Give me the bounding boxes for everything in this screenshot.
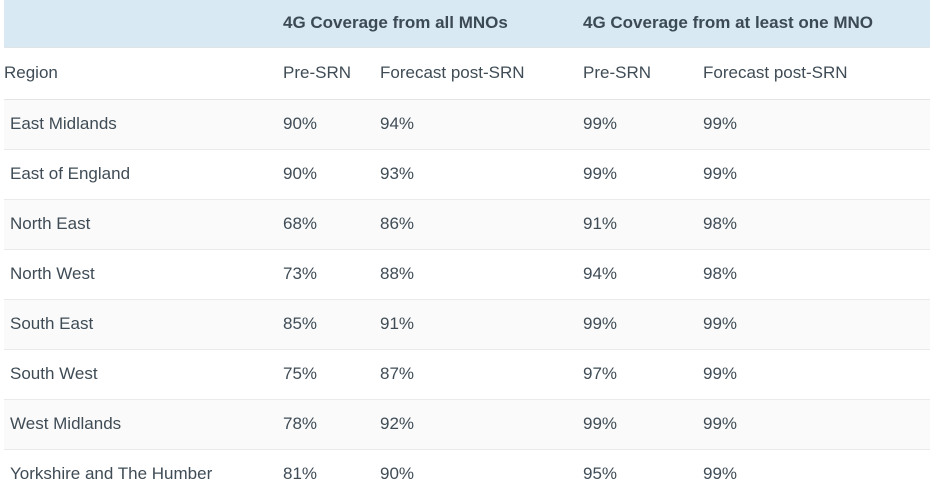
one-mno-post-srn-cell: 99% bbox=[703, 349, 930, 400]
all-mnos-pre-srn-cell: 68% bbox=[283, 199, 380, 250]
table-row: North East 68% 86% 91% 98% bbox=[4, 199, 930, 250]
group-header-row: 4G Coverage from all MNOs 4G Coverage fr… bbox=[4, 0, 930, 48]
column-header-one-post-srn: Forecast post-SRN bbox=[703, 47, 930, 100]
all-mnos-pre-srn-cell: 90% bbox=[283, 99, 380, 150]
table-row: South West 75% 87% 97% 99% bbox=[4, 349, 930, 400]
region-cell: West Midlands bbox=[4, 399, 283, 450]
column-header-one-pre-srn: Pre-SRN bbox=[583, 47, 703, 100]
region-cell: North West bbox=[4, 249, 283, 300]
all-mnos-pre-srn-cell: 78% bbox=[283, 399, 380, 450]
table-row: South East 85% 91% 99% 99% bbox=[4, 299, 930, 350]
region-cell: North East bbox=[4, 199, 283, 250]
one-mno-post-srn-cell: 98% bbox=[703, 199, 930, 250]
column-header-all-pre-srn: Pre-SRN bbox=[283, 47, 380, 100]
column-header-all-post-srn: Forecast post-SRN bbox=[380, 47, 583, 100]
region-cell: South East bbox=[4, 299, 283, 350]
column-header-row: Region Pre-SRN Forecast post-SRN Pre-SRN… bbox=[4, 47, 930, 100]
region-cell: East of England bbox=[4, 149, 283, 200]
all-mnos-post-srn-cell: 94% bbox=[380, 99, 583, 150]
one-mno-pre-srn-cell: 99% bbox=[583, 299, 703, 350]
table-body: East Midlands 90% 94% 99% 99% East of En… bbox=[4, 99, 930, 493]
one-mno-post-srn-cell: 98% bbox=[703, 249, 930, 300]
table-row: North West 73% 88% 94% 98% bbox=[4, 249, 930, 300]
group-header-one-mno: 4G Coverage from at least one MNO bbox=[583, 0, 930, 48]
one-mno-post-srn-cell: 99% bbox=[703, 99, 930, 150]
all-mnos-post-srn-cell: 91% bbox=[380, 299, 583, 350]
coverage-table-container: 4G Coverage from all MNOs 4G Coverage fr… bbox=[4, 0, 930, 493]
one-mno-pre-srn-cell: 99% bbox=[583, 399, 703, 450]
one-mno-post-srn-cell: 99% bbox=[703, 449, 930, 493]
column-header-region: Region bbox=[4, 47, 283, 100]
table-row: West Midlands 78% 92% 99% 99% bbox=[4, 399, 930, 450]
all-mnos-pre-srn-cell: 81% bbox=[283, 449, 380, 493]
region-cell: East Midlands bbox=[4, 99, 283, 150]
table-row: East of England 90% 93% 99% 99% bbox=[4, 149, 930, 200]
one-mno-post-srn-cell: 99% bbox=[703, 149, 930, 200]
table-row: Yorkshire and The Humber 81% 90% 95% 99% bbox=[4, 449, 930, 493]
region-cell: Yorkshire and The Humber bbox=[4, 449, 283, 493]
table-row: East Midlands 90% 94% 99% 99% bbox=[4, 99, 930, 150]
all-mnos-pre-srn-cell: 75% bbox=[283, 349, 380, 400]
one-mno-pre-srn-cell: 99% bbox=[583, 149, 703, 200]
group-header-spacer bbox=[4, 0, 283, 48]
all-mnos-pre-srn-cell: 85% bbox=[283, 299, 380, 350]
all-mnos-post-srn-cell: 86% bbox=[380, 199, 583, 250]
one-mno-pre-srn-cell: 99% bbox=[583, 99, 703, 150]
table-header: 4G Coverage from all MNOs 4G Coverage fr… bbox=[4, 0, 930, 100]
group-header-all-mnos: 4G Coverage from all MNOs bbox=[283, 0, 583, 48]
all-mnos-post-srn-cell: 90% bbox=[380, 449, 583, 493]
one-mno-pre-srn-cell: 95% bbox=[583, 449, 703, 493]
all-mnos-post-srn-cell: 87% bbox=[380, 349, 583, 400]
one-mno-pre-srn-cell: 94% bbox=[583, 249, 703, 300]
one-mno-post-srn-cell: 99% bbox=[703, 299, 930, 350]
all-mnos-pre-srn-cell: 73% bbox=[283, 249, 380, 300]
one-mno-pre-srn-cell: 97% bbox=[583, 349, 703, 400]
coverage-table: 4G Coverage from all MNOs 4G Coverage fr… bbox=[4, 0, 930, 493]
all-mnos-post-srn-cell: 92% bbox=[380, 399, 583, 450]
all-mnos-post-srn-cell: 93% bbox=[380, 149, 583, 200]
all-mnos-post-srn-cell: 88% bbox=[380, 249, 583, 300]
one-mno-pre-srn-cell: 91% bbox=[583, 199, 703, 250]
all-mnos-pre-srn-cell: 90% bbox=[283, 149, 380, 200]
one-mno-post-srn-cell: 99% bbox=[703, 399, 930, 450]
region-cell: South West bbox=[4, 349, 283, 400]
